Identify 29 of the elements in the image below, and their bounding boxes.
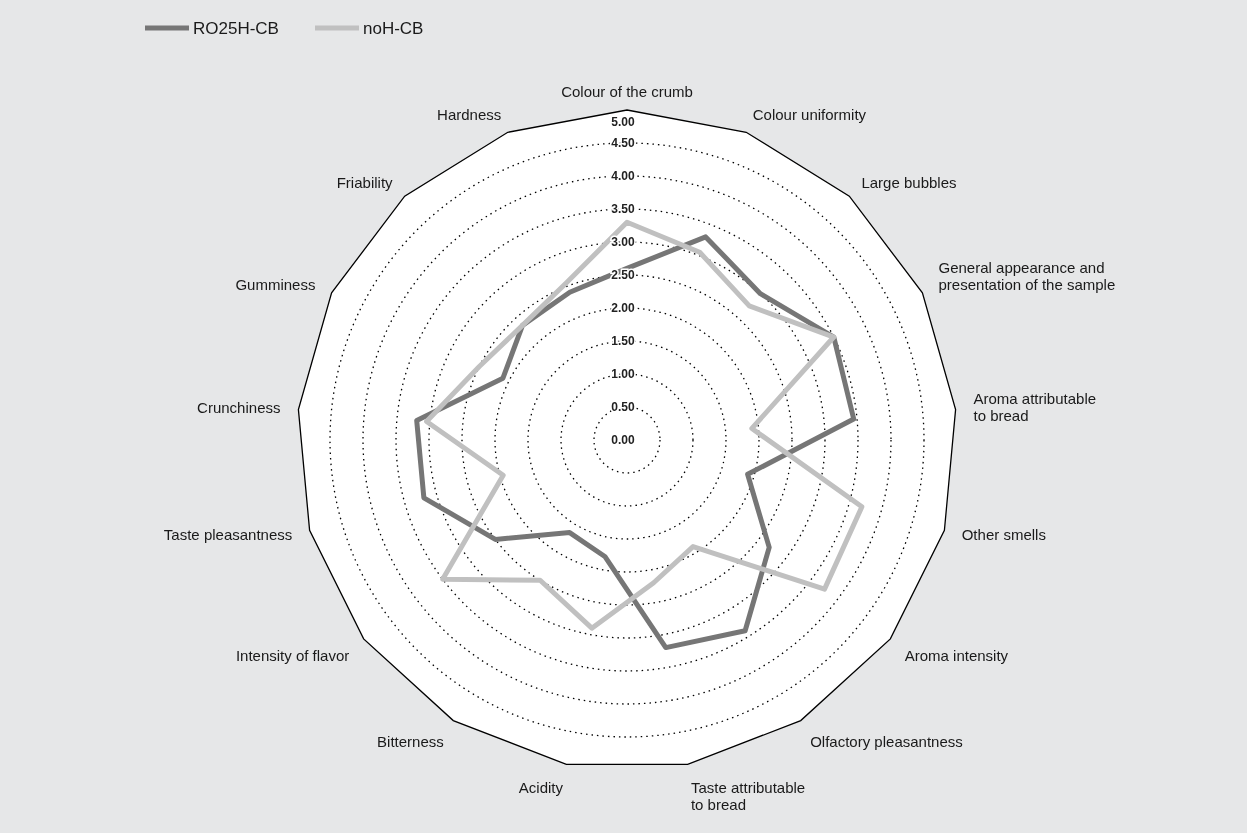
- y-tick-label: 0.50: [611, 400, 635, 414]
- spoke-label: General appearance and presentation of the sample: [938, 258, 1116, 293]
- spoke-label: Hardness: [437, 106, 502, 124]
- spoke-label: Acidity: [518, 779, 564, 797]
- y-tick-label: 3.00: [611, 235, 635, 249]
- y-tick-label: 2.00: [611, 301, 635, 315]
- spoke-label: Aroma attributable to bread: [973, 390, 1097, 425]
- spoke-label: Other smells: [961, 526, 1046, 544]
- spoke-label: Intensity of flavor: [235, 646, 350, 664]
- spoke-label: Colour uniformity: [752, 106, 867, 124]
- spoke-label: Gumminess: [235, 275, 316, 293]
- y-tick-label: 1.00: [611, 367, 635, 381]
- spoke-label: Aroma intensity: [904, 646, 1009, 664]
- spoke-label: Taste attributable to bread: [690, 779, 806, 814]
- spoke-label: Bitterness: [377, 732, 444, 750]
- y-tick-label: 0.00: [611, 433, 635, 447]
- spoke-label: Olfactory pleasantness: [810, 732, 963, 750]
- spoke-label: Friability: [336, 173, 394, 191]
- legend-label: RO25H-CB: [193, 19, 279, 38]
- legend-label: noH-CB: [363, 19, 424, 38]
- y-tick-label: 3.50: [611, 202, 635, 216]
- y-tick-label: 4.50: [611, 136, 635, 150]
- y-tick-label: 5.00: [611, 115, 635, 129]
- y-tick-label: 4.00: [611, 169, 635, 183]
- spoke-label: Colour of the crumb: [561, 83, 693, 100]
- spoke-label: Taste pleasantness: [163, 526, 293, 544]
- y-tick-label: 1.50: [611, 334, 635, 348]
- spoke-label: Crunchiness: [197, 398, 281, 416]
- spoke-label: Large bubbles: [861, 173, 957, 191]
